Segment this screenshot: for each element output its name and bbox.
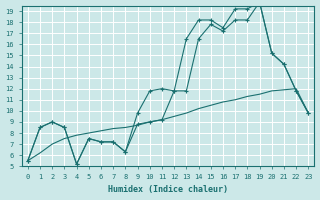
X-axis label: Humidex (Indice chaleur): Humidex (Indice chaleur) (108, 185, 228, 194)
